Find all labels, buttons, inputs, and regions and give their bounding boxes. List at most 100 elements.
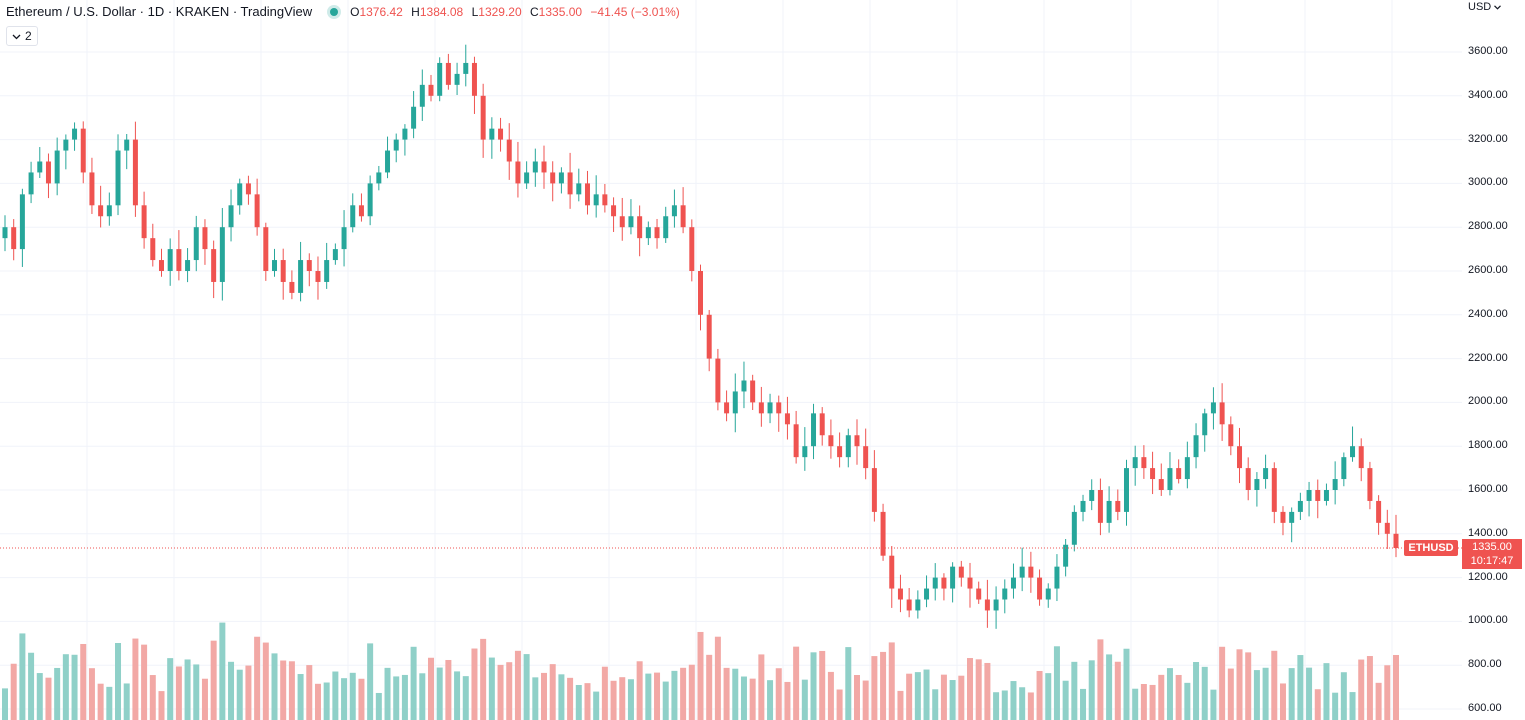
candle-down <box>1176 468 1182 480</box>
price-tick-label: 2000.00 <box>1468 395 1508 408</box>
volume-bar <box>923 669 930 720</box>
volume-bar <box>827 671 834 720</box>
symbol-title[interactable]: Ethereum / U.S. Dollar · 1D · KRAKEN · T… <box>6 4 313 19</box>
candle-up <box>993 599 999 611</box>
volume-bar <box>1123 648 1130 720</box>
volume-bar <box>1340 672 1347 720</box>
candle-down <box>1393 533 1399 549</box>
volume-bar <box>141 644 148 720</box>
candle-up <box>1063 544 1069 567</box>
price-tick-label: 3400.00 <box>1468 88 1508 101</box>
currency-selector[interactable]: USD <box>1468 1 1502 13</box>
volume-bar <box>28 652 35 720</box>
candle-down <box>1158 479 1164 490</box>
candle-down <box>1237 446 1243 469</box>
volume-bar <box>115 642 122 720</box>
candle-up <box>924 588 930 600</box>
candle-up <box>1254 479 1260 490</box>
candle-up <box>524 172 530 184</box>
candle-down <box>758 402 764 414</box>
volume-bar <box>471 648 478 720</box>
candle-up <box>298 260 304 293</box>
market-status-icon[interactable] <box>330 7 339 16</box>
volume-bar <box>1053 646 1060 720</box>
candle-up <box>1132 457 1138 469</box>
price-tick-label: 2400.00 <box>1468 307 1508 320</box>
volume-bar <box>601 666 608 720</box>
symbol-price-tag: ETHUSD <box>1404 540 1458 557</box>
candle-up <box>932 577 938 589</box>
candle-down <box>602 194 608 206</box>
volume-bar <box>932 689 939 720</box>
volume-bar <box>1375 682 1382 720</box>
candle-down <box>158 260 164 271</box>
volume-bar <box>575 684 582 720</box>
volume-bar <box>167 658 174 720</box>
volume-bar <box>1114 661 1121 720</box>
volume-bar <box>680 667 687 720</box>
volume-bar <box>558 674 565 720</box>
volume-bar <box>1366 656 1373 720</box>
volume-bar <box>845 647 852 720</box>
candle-up <box>419 84 425 107</box>
volume-bar <box>1314 689 1321 720</box>
volume-bar <box>375 692 382 720</box>
volume-bar <box>984 662 991 720</box>
volume-bar <box>1132 688 1139 720</box>
candle-up <box>489 128 495 140</box>
candle-up <box>1123 468 1129 512</box>
volume-bar <box>271 653 278 720</box>
volume-bar <box>210 640 217 720</box>
volume-bar <box>871 656 878 720</box>
volume-bar <box>1306 667 1313 720</box>
chart-pane[interactable]: Ethereum / U.S. Dollar · 1D · KRAKEN · T… <box>0 0 1462 720</box>
volume-bar <box>488 657 495 720</box>
volume-bar <box>801 679 808 720</box>
candle-down <box>445 62 451 85</box>
price-chart[interactable] <box>0 0 1462 720</box>
candle-down <box>11 227 17 250</box>
volume-bar <box>45 677 52 720</box>
volume-bar <box>1027 692 1034 720</box>
candle-down <box>1271 468 1277 512</box>
volume-bar <box>88 668 95 720</box>
volume-bar <box>958 675 965 720</box>
candle-down <box>880 511 886 556</box>
candle-down <box>837 446 843 458</box>
volume-bar <box>80 643 87 720</box>
candle-down <box>819 413 825 436</box>
candle-down <box>611 205 617 217</box>
volume-bar <box>775 668 782 720</box>
volume-bar <box>949 680 956 720</box>
candle-down <box>776 402 782 414</box>
candle-down <box>750 380 756 403</box>
candle-up <box>341 227 347 250</box>
candle-up <box>228 205 234 228</box>
candle-down <box>1280 511 1286 523</box>
candle-up <box>1002 588 1008 600</box>
volume-bar <box>306 665 313 720</box>
volume-bar <box>1097 639 1104 720</box>
volume-bar <box>1088 660 1095 720</box>
volume-bar <box>54 667 61 720</box>
candle-up <box>63 139 69 151</box>
volume-bar <box>888 642 895 720</box>
volume-bar <box>175 666 182 720</box>
volume-bar <box>627 679 634 720</box>
candle-down <box>1219 402 1225 425</box>
candle-down <box>515 161 521 184</box>
candle-down <box>1376 500 1382 523</box>
volume-bar <box>1140 684 1147 720</box>
volume-bar <box>36 673 43 720</box>
price-axis[interactable] <box>1462 0 1525 720</box>
volume-bar <box>793 646 800 720</box>
volume-bar <box>1175 674 1182 720</box>
volume-bar <box>228 661 235 720</box>
candle-down <box>541 161 547 173</box>
candle-up <box>454 73 460 85</box>
indicators-toggle-button[interactable]: 2 <box>6 26 38 46</box>
volume-bar <box>1036 670 1043 720</box>
volume-bar <box>1201 666 1208 720</box>
volume-bar <box>749 678 756 720</box>
volume-bar <box>1384 665 1391 720</box>
